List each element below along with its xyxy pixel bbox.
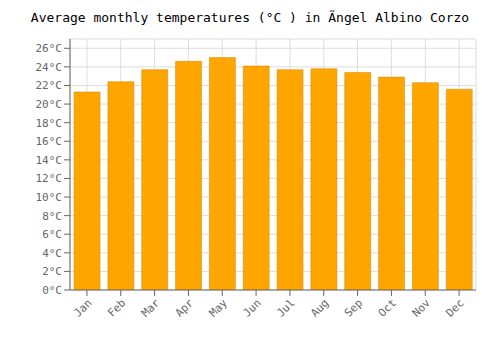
svg-text:Oct: Oct [376, 296, 399, 319]
svg-text:Dec: Dec [443, 296, 466, 319]
svg-text:10°C: 10°C [36, 191, 63, 204]
svg-text:Sep: Sep [342, 296, 365, 319]
svg-text:Feb: Feb [105, 296, 128, 319]
svg-text:Apr: Apr [173, 296, 197, 320]
svg-text:Aug: Aug [308, 296, 331, 319]
svg-text:20°C: 20°C [36, 98, 63, 111]
svg-text:22°C: 22°C [36, 79, 63, 92]
svg-text:May: May [207, 296, 231, 320]
svg-text:Jun: Jun [240, 296, 263, 319]
svg-text:Jul: Jul [274, 296, 297, 319]
svg-text:Mar: Mar [139, 296, 163, 320]
svg-text:18°C: 18°C [36, 117, 63, 130]
svg-text:24°C: 24°C [36, 61, 63, 74]
svg-text:Jan: Jan [71, 296, 94, 319]
svg-text:16°C: 16°C [36, 135, 63, 148]
svg-text:12°C: 12°C [36, 172, 63, 185]
svg-text:Nov: Nov [410, 296, 434, 320]
svg-text:6°C: 6°C [42, 228, 62, 241]
svg-text:0°C: 0°C [42, 284, 62, 297]
svg-text:8°C: 8°C [42, 210, 62, 223]
svg-text:14°C: 14°C [36, 154, 63, 167]
svg-text:4°C: 4°C [42, 247, 62, 260]
svg-text:26°C: 26°C [36, 42, 63, 55]
html-text:Average monthly temperatures (: Average monthly temperatures (°C ) in Ãn… [30, 10, 470, 25]
svg-text:2°C: 2°C [42, 265, 62, 278]
